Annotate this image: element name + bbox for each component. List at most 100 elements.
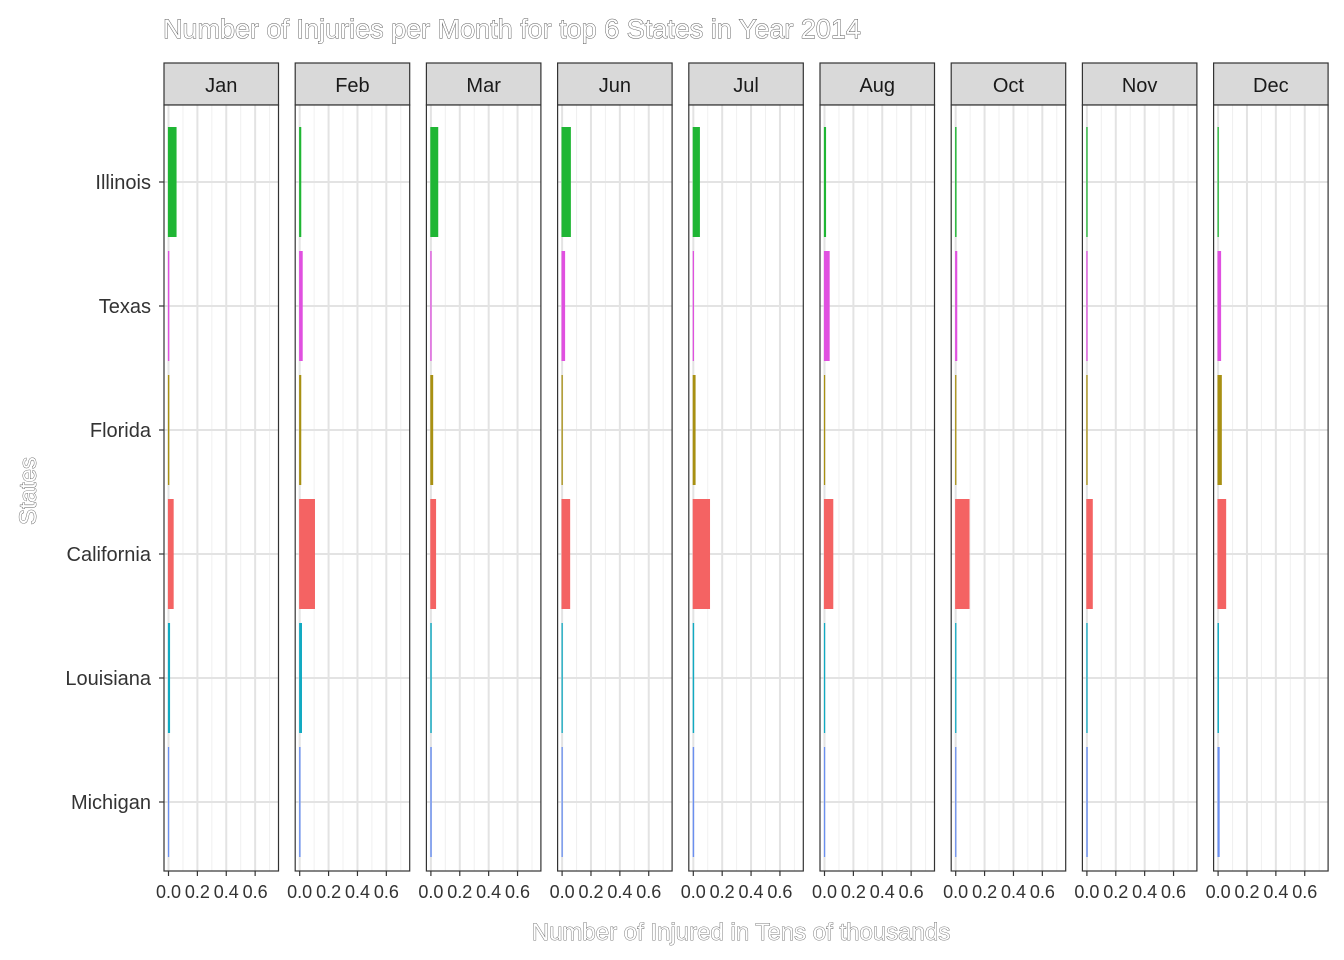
x-tick-label: 0.0 — [812, 882, 837, 902]
panel-background — [820, 105, 935, 871]
panel-border — [1212, 104, 1329, 872]
x-tick-label: 0.4 — [214, 882, 239, 902]
facet-strip — [294, 62, 411, 106]
facet-strip-label: Dec — [1253, 75, 1289, 97]
x-tick-label: 0.6 — [899, 882, 924, 902]
bar-mar-illinois — [430, 127, 439, 237]
x-tick-label: 0.4 — [607, 882, 632, 902]
facet-panel-nov: Nov 0.0 0.2 0.4 0.6 — [1074, 62, 1198, 902]
x-tick-label: 0.2 — [185, 882, 210, 902]
x-tick-label: 0.6 — [1292, 882, 1317, 902]
bar-jan-california — [167, 499, 174, 609]
y-tick-label: Florida — [90, 420, 152, 442]
panel-background — [1213, 105, 1329, 871]
facet-panel-oct: Oct 0.0 0.2 0.4 0.6 — [943, 62, 1067, 902]
bar-feb-texas — [299, 251, 303, 361]
x-tick-label: 0.6 — [636, 882, 661, 902]
facet-panel-aug: Aug 0.0 0.2 0.4 0.6 — [812, 62, 936, 902]
bar-dec-florida — [1217, 375, 1222, 485]
panel-background — [1082, 105, 1197, 871]
bar-nov-florida — [1086, 375, 1088, 485]
facet-strip-label: Jan — [205, 75, 237, 97]
y-tick-label: Michigan — [71, 792, 151, 814]
bar-feb-michigan — [299, 747, 301, 857]
bar-aug-texas — [823, 251, 830, 361]
x-axis-title: Number of Injured in Tens of thousands — [532, 919, 950, 946]
bar-oct-texas — [955, 251, 958, 361]
bar-jan-texas — [167, 251, 170, 361]
y-tick-label: Louisiana — [65, 668, 152, 690]
facet-panel-jan: Jan 0.0 0.2 0.4 0.6 — [156, 62, 280, 902]
bar-oct-michigan — [955, 747, 957, 857]
x-tick-label: 0.2 — [710, 882, 735, 902]
facet-panel-jul: Jul 0.0 0.2 0.4 0.6 — [681, 62, 804, 902]
facet-panel-mar: Mar 0.0 0.2 0.4 0.6 — [418, 62, 542, 902]
bar-dec-california — [1217, 499, 1227, 609]
x-tick-label: 0.4 — [870, 882, 895, 902]
bar-mar-florida — [430, 375, 434, 485]
bar-jul-california — [692, 499, 711, 609]
panel-background — [295, 105, 410, 871]
x-tick-label: 0.6 — [243, 882, 268, 902]
facet-strip-label: Jun — [599, 75, 631, 97]
panel-border — [556, 104, 673, 872]
bar-jan-louisiana — [167, 623, 171, 733]
facet-strip-label: Jul — [733, 75, 759, 97]
x-tick-label: 0.6 — [1161, 882, 1186, 902]
bar-oct-florida — [955, 375, 957, 485]
bar-aug-california — [823, 499, 834, 609]
x-tick-label: 0.2 — [1234, 882, 1259, 902]
bar-dec-louisiana — [1217, 623, 1219, 733]
x-tick-label: 0.4 — [1132, 882, 1157, 902]
bar-nov-texas — [1086, 251, 1088, 361]
facet-strip — [819, 62, 936, 106]
bar-nov-michigan — [1086, 747, 1088, 857]
bar-mar-texas — [430, 251, 432, 361]
panel-border — [294, 104, 411, 872]
bar-dec-texas — [1217, 251, 1222, 361]
bar-jul-texas — [692, 251, 694, 361]
bar-jan-michigan — [167, 747, 170, 857]
bar-feb-illinois — [299, 127, 302, 237]
x-tick-label: 0.4 — [1263, 882, 1288, 902]
bar-feb-california — [299, 499, 315, 609]
bar-jun-michigan — [561, 747, 563, 857]
bar-feb-florida — [299, 375, 302, 485]
bar-jul-louisiana — [692, 623, 695, 733]
panel-background — [688, 105, 804, 871]
bar-dec-illinois — [1217, 127, 1219, 237]
panel-background — [557, 105, 673, 871]
x-tick-label: 0.6 — [767, 882, 792, 902]
facet-strip — [556, 62, 673, 106]
x-tick-label: 0.2 — [841, 882, 866, 902]
bar-jan-illinois — [167, 127, 177, 237]
x-tick-label: 0.4 — [739, 882, 764, 902]
x-tick-label: 0.6 — [374, 882, 399, 902]
facet-panel-jun: Jun 0.0 0.2 0.4 0.6 — [550, 62, 673, 902]
bar-jan-florida — [167, 375, 170, 485]
x-tick-label: 0.2 — [447, 882, 472, 902]
bar-oct-illinois — [955, 127, 957, 237]
facet-strip-label: Oct — [993, 75, 1025, 97]
bar-jun-california — [561, 499, 571, 609]
x-tick-label: 0.2 — [972, 882, 997, 902]
bar-jun-louisiana — [561, 623, 563, 733]
y-tick-label: California — [67, 544, 152, 566]
x-tick-label: 0.0 — [943, 882, 968, 902]
bar-oct-louisiana — [955, 623, 957, 733]
x-tick-label: 0.0 — [681, 882, 706, 902]
panel-background — [951, 105, 1066, 871]
x-tick-label: 0.4 — [1001, 882, 1026, 902]
facet-strip-label: Aug — [859, 75, 895, 97]
bar-mar-california — [430, 499, 437, 609]
facet-strip-label: Mar — [466, 75, 501, 97]
x-tick-label: 0.6 — [505, 882, 530, 902]
y-axis: Illinois Texas Florida California Louisiana M… — [65, 172, 164, 814]
panel-border — [163, 104, 280, 872]
x-tick-label: 0.0 — [287, 882, 312, 902]
bar-mar-michigan — [430, 747, 432, 857]
panel-border — [425, 104, 542, 872]
bar-jul-florida — [692, 375, 696, 485]
